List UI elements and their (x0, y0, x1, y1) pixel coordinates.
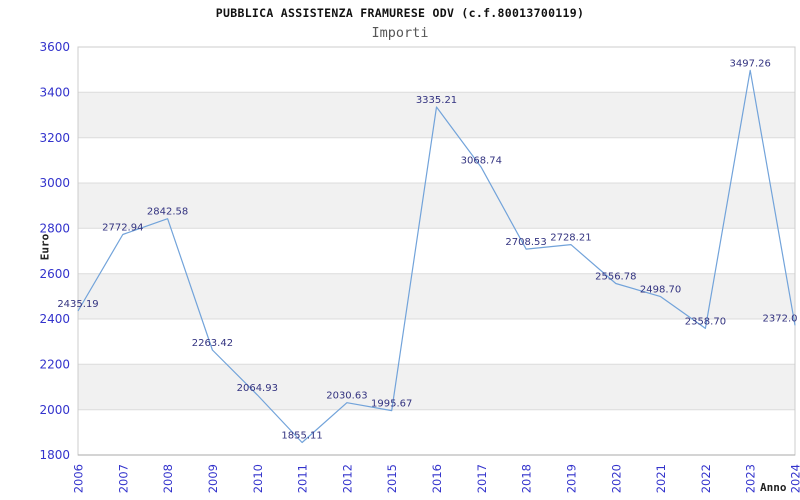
point-label: 2064.93 (237, 383, 278, 394)
x-tick-label: 2015 (385, 464, 399, 493)
point-label: 3497.26 (730, 58, 771, 69)
point-label: 2435.19 (57, 299, 98, 310)
y-tick-label: 3200 (39, 131, 70, 145)
chart-title: PUBBLICA ASSISTENZA FRAMURESE ODV (c.f.8… (215, 6, 585, 20)
x-tick-label: 2024 (789, 464, 800, 493)
y-tick-label: 1800 (39, 448, 70, 462)
plot-band (78, 409, 795, 455)
point-label: 2030.63 (326, 391, 367, 402)
point-label: 2498.70 (640, 285, 681, 296)
point-label: 2263.42 (192, 338, 233, 349)
x-axis-title: Anno (760, 481, 787, 494)
point-label: 2372.0 (763, 313, 798, 324)
chart-subtitle: Importi (371, 25, 429, 41)
plot-band (78, 183, 795, 229)
y-tick-label: 3400 (39, 86, 70, 100)
point-label: 2728.21 (550, 233, 591, 244)
y-tick-label: 2400 (39, 312, 70, 326)
plot-band (78, 364, 795, 410)
data-line (77, 69, 796, 444)
x-tick-label: 2021 (654, 464, 668, 493)
x-tick-label: 2023 (744, 464, 758, 493)
point-label: 1995.67 (371, 399, 412, 410)
y-tick-label: 2200 (39, 358, 70, 372)
plot-band (78, 273, 795, 319)
x-tick-label: 2019 (564, 464, 578, 493)
point-label: 2842.58 (147, 207, 188, 218)
x-tick-label: 2010 (251, 464, 265, 493)
x-tick-label: 2018 (520, 464, 534, 493)
x-tick-label: 2012 (340, 464, 354, 493)
point-label: 3335.21 (416, 95, 457, 106)
y-tick-label: 3600 (39, 40, 70, 54)
point-label: 2556.78 (595, 272, 636, 283)
x-tick-label: 2011 (296, 464, 310, 493)
y-tick-label: 2800 (39, 222, 70, 236)
y-tick-label: 3000 (39, 176, 70, 190)
plot-band (78, 319, 795, 365)
point-label: 1855.11 (281, 431, 322, 442)
plot-band (78, 92, 795, 138)
point-label: 2708.53 (505, 237, 546, 248)
point-label: 3068.74 (461, 155, 502, 166)
plot-band (78, 137, 795, 183)
y-tick-label: 2600 (39, 267, 70, 281)
y-tick-label: 2000 (39, 403, 70, 417)
plot-band (78, 228, 795, 274)
x-tick-label: 2008 (161, 464, 175, 493)
x-tick-label: 2020 (609, 464, 623, 493)
plot-band (78, 47, 795, 93)
x-tick-label: 2022 (699, 464, 713, 493)
x-tick-label: 2017 (475, 464, 489, 493)
x-tick-label: 2006 (72, 464, 86, 493)
x-tick-label: 2016 (430, 464, 444, 493)
point-label: 2358.70 (685, 316, 726, 327)
x-tick-label: 2007 (116, 464, 130, 493)
point-label: 2772.94 (102, 223, 143, 234)
x-tick-label: 2009 (206, 464, 220, 493)
